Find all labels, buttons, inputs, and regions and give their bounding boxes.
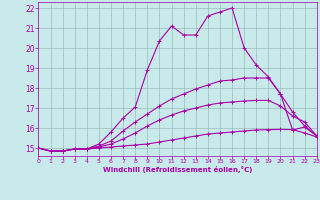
X-axis label: Windchill (Refroidissement éolien,°C): Windchill (Refroidissement éolien,°C) (103, 166, 252, 173)
